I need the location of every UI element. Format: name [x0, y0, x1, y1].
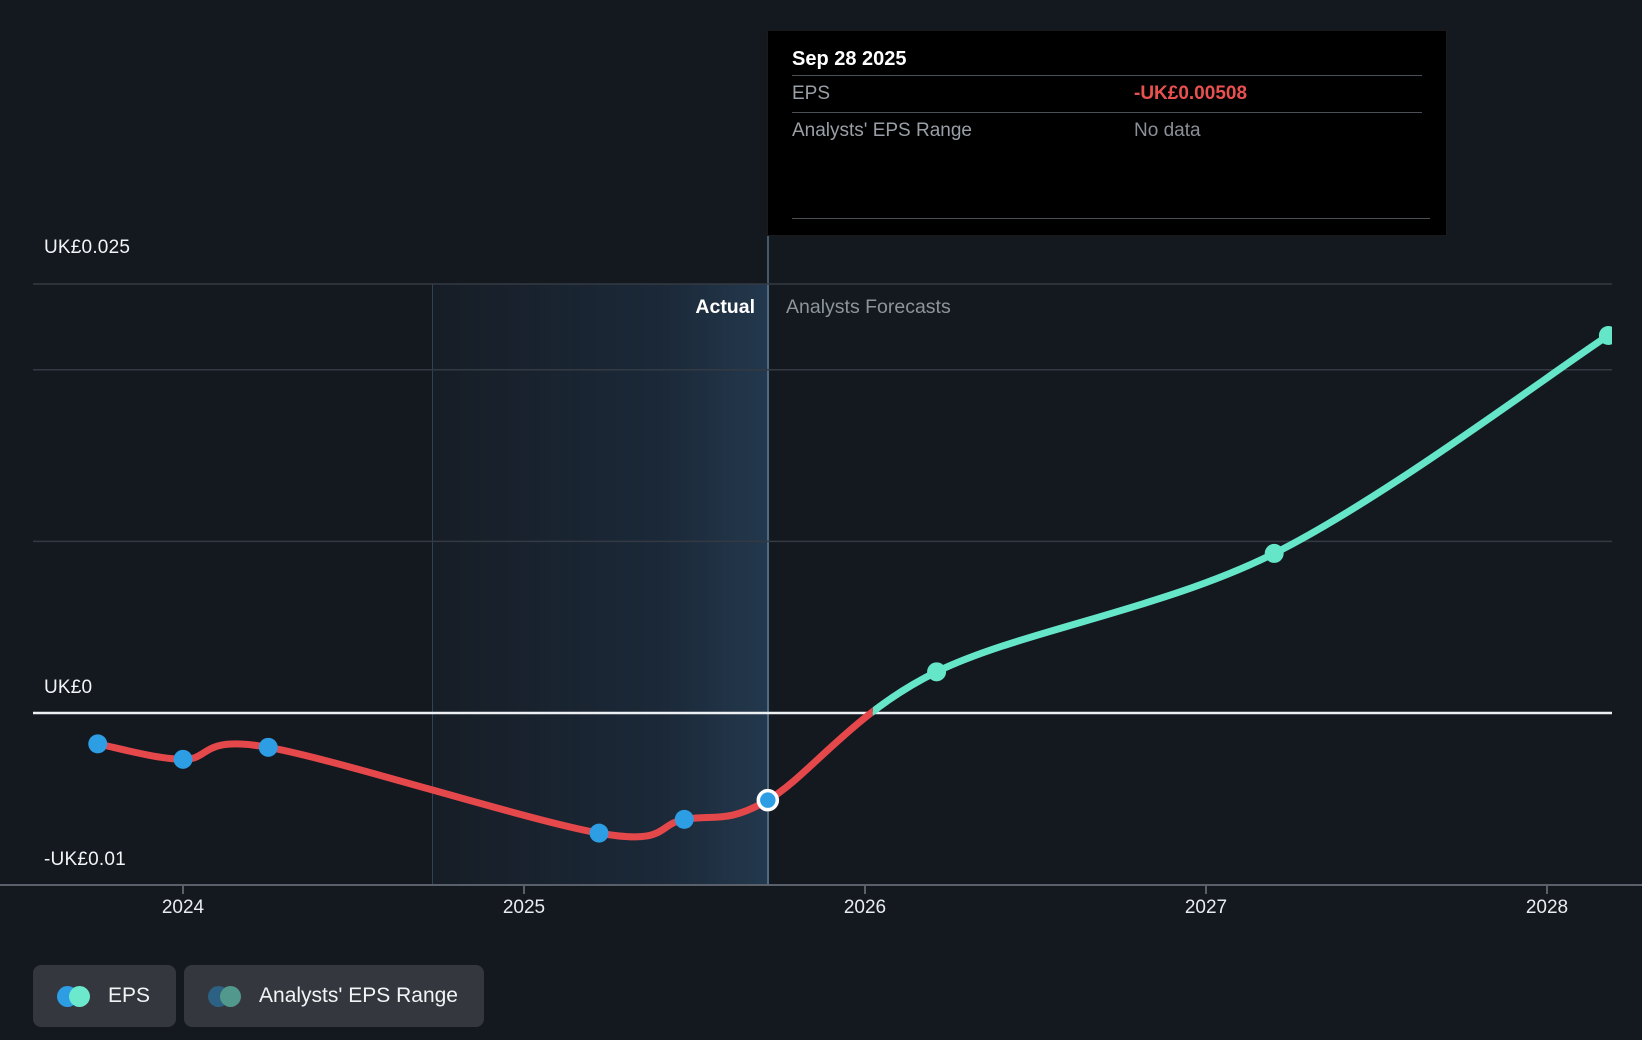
x-axis-label-2024: 2024 [161, 897, 205, 918]
tooltip-bottom-rule [792, 218, 1430, 219]
current-period-highlight-band [432, 284, 769, 885]
eps-data-point[interactable] [1598, 325, 1618, 345]
legend-item-eps[interactable]: EPS [33, 965, 177, 1027]
section-label-forecasts: Analysts Forecasts [786, 296, 951, 318]
y-axis-label-zero: UK£0 [44, 677, 93, 698]
legend-item-eps-range[interactable]: Analysts' EPS Range [184, 965, 484, 1027]
eps-range-high-swatch [220, 985, 242, 1007]
legend-item-eps-range-label: Analysts' EPS Range [259, 984, 458, 1007]
x-axis-label-2028: 2028 [1525, 897, 1569, 918]
hover-tooltip: Sep 28 2025 EPS -UK£0.00508 Analysts' EP… [767, 30, 1447, 236]
tooltip-eps-range-value: No data [1134, 120, 1201, 141]
current-eps-data-point[interactable] [756, 788, 780, 812]
x-axis-label-2026: 2026 [843, 897, 887, 918]
eps-forecast-dot-swatch [69, 985, 90, 1007]
x-axis-label-2025: 2025 [502, 897, 546, 918]
tooltip-date-title: Sep 28 2025 [792, 48, 907, 70]
y-axis-label-bottom: -UK£0.01 [44, 849, 126, 870]
legend-item-eps-label: EPS [108, 984, 151, 1007]
tooltip-eps-range-label: Analysts' EPS Range [792, 120, 972, 141]
eps-data-point[interactable] [927, 662, 947, 682]
eps-range-legend-icon [208, 985, 242, 1007]
tooltip-eps-value: -UK£0.00508 [1134, 83, 1248, 104]
actual-forecast-divider-line [767, 236, 769, 885]
eps-data-point[interactable] [1264, 543, 1284, 563]
x-axis-label-2027: 2027 [1184, 897, 1228, 918]
tooltip-eps-label: EPS [792, 83, 831, 104]
eps-legend-icon [57, 985, 90, 1007]
eps-data-point[interactable] [589, 823, 609, 843]
tooltip-row-eps-range: Analysts' EPS Range No data [792, 112, 1422, 149]
eps-data-point[interactable] [674, 809, 694, 829]
y-axis-label-top: UK£0.025 [44, 237, 131, 258]
chart-legend: EPS Analysts' EPS Range [33, 965, 484, 1027]
eps-data-point[interactable] [258, 737, 278, 757]
tooltip-row-eps: EPS -UK£0.00508 [792, 75, 1422, 112]
eps-data-point[interactable] [173, 749, 193, 769]
eps-data-point[interactable] [88, 734, 108, 754]
section-label-actual: Actual [695, 296, 755, 318]
